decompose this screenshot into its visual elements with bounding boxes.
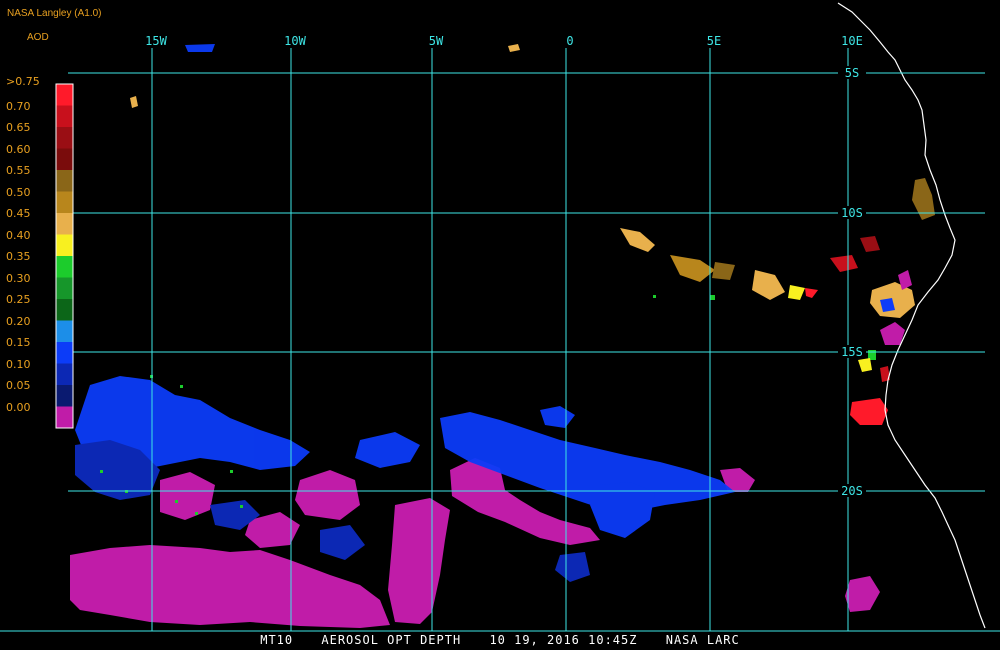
legend-label: 0.65 (6, 121, 31, 134)
longitude-label: 10W (284, 34, 306, 48)
legend-swatch (56, 191, 73, 213)
footer-product: AEROSOL OPT DEPTH (321, 633, 462, 647)
legend-swatch (56, 299, 73, 321)
footer-caption: MT10 AEROSOL OPT DEPTH 10 19, 2016 10:45… (0, 633, 1000, 647)
aod-field-navy (75, 440, 590, 582)
legend-label: 0.55 (6, 164, 31, 177)
latitude-label-bg (838, 484, 866, 497)
legend-label: 0.40 (6, 228, 31, 242)
legend-label: 0.10 (6, 357, 31, 371)
longitude-label: 10E (841, 34, 863, 48)
legend-swatch (56, 277, 73, 299)
legend-frame (55, 83, 74, 429)
latitude-label: 15S (841, 345, 863, 359)
latitude-label-bg (838, 206, 866, 219)
legend-swatch (56, 105, 73, 127)
legend-swatch (56, 127, 73, 149)
footer-org: NASA LARC (665, 633, 740, 647)
legend-label: 0.70 (6, 99, 31, 113)
legend-swatch (56, 170, 73, 192)
legend-swatch (56, 234, 73, 256)
legend-label: 0.25 (6, 293, 31, 306)
legend-swatch (56, 148, 73, 170)
coastline (837, 2, 986, 629)
legend-swatch (56, 256, 73, 278)
longitude-label: 15W (145, 34, 167, 48)
aod-color-scale (55, 83, 74, 429)
legend-swatch (56, 213, 73, 235)
legend-label: 0.60 (6, 142, 31, 156)
legend-label: 0.15 (6, 336, 31, 349)
graticule-labels: 15W 10W 5W 0 5E 10E 5S 10S 15S 20S (145, 34, 866, 498)
legend-label: 0.45 (6, 207, 31, 220)
legend-label: >0.75 (6, 75, 40, 88)
legend-label: 0.35 (6, 250, 31, 263)
legend-swatch (56, 363, 73, 385)
latitude-label-bg (838, 66, 866, 79)
aod-field-blue (75, 44, 735, 538)
legend-swatch (56, 342, 73, 364)
longitude-label: 5W (429, 34, 444, 48)
legend-label: 0.30 (6, 271, 31, 285)
smoke-plume (130, 44, 935, 425)
legend-label: 0.05 (6, 379, 31, 392)
legend-swatch (56, 84, 73, 106)
legend-label: 0.00 (6, 400, 31, 414)
aod-field-low (70, 322, 905, 628)
legend-label: 0.20 (6, 314, 31, 328)
legend-swatch (56, 406, 73, 428)
footer-datetime: 10 19, 2016 10:45Z (489, 633, 638, 647)
source-label: NASA Langley (A1.0) (7, 8, 102, 19)
latitude-label-bg (838, 345, 866, 358)
legend-label: 0.50 (6, 185, 31, 199)
latitude-label: 20S (841, 484, 863, 498)
longitude-label: 5E (707, 34, 721, 48)
latitude-label: 5S (845, 66, 859, 80)
longitude-label: 0 (566, 34, 573, 48)
legend-swatch (56, 320, 73, 342)
footer-satellite: MT10 (260, 633, 294, 647)
latitude-label: 10S (841, 206, 863, 220)
product-short-label: AOD (27, 32, 49, 43)
graticule (68, 48, 985, 631)
legend-swatch (56, 385, 73, 407)
